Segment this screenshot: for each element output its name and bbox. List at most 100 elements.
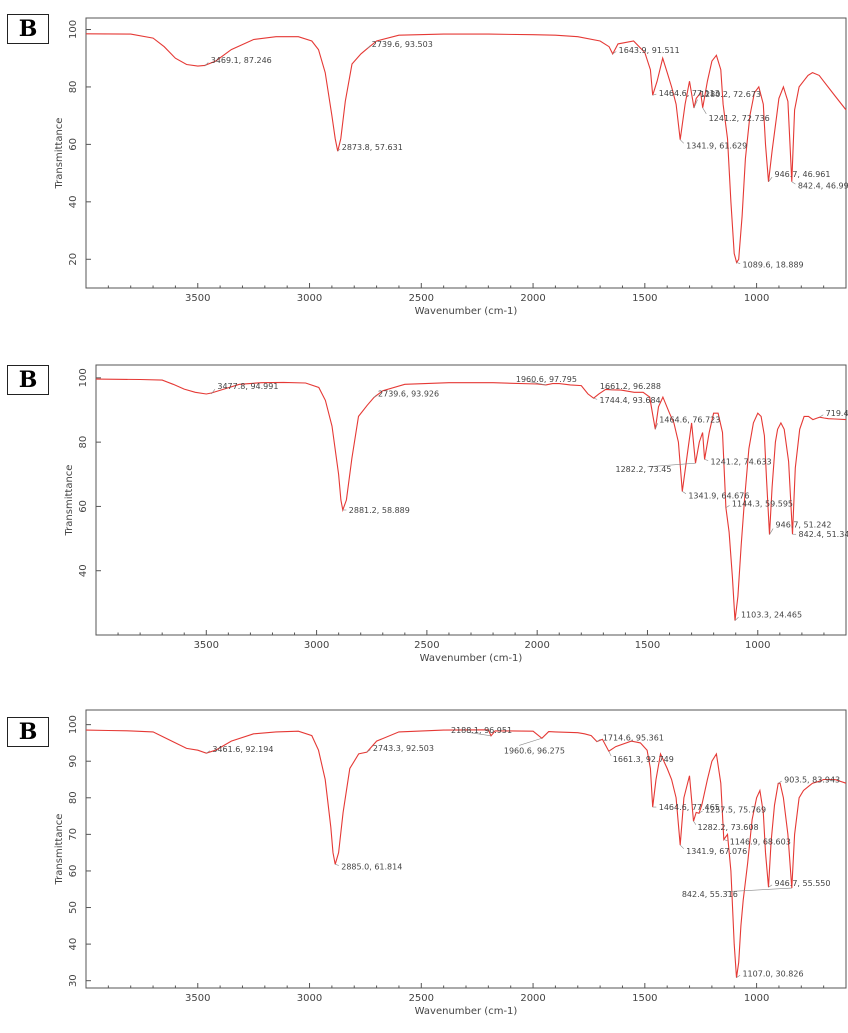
peak-label: 1341.9, 64.676 <box>688 491 749 500</box>
peak-leader-line <box>647 462 696 468</box>
y-tick-label: 40 <box>68 938 79 951</box>
peak-label: 946.7, 46.961 <box>775 170 831 179</box>
peak-label: 1643.9, 91.511 <box>619 46 680 55</box>
peak-leader-line <box>204 62 209 67</box>
x-tick-label: 3000 <box>297 293 322 304</box>
peak-leader-line <box>698 810 703 814</box>
peak-label: 903.5, 83.943 <box>784 775 840 784</box>
peak-label: 842.4, 55.316 <box>682 890 738 899</box>
x-tick-label: 1500 <box>635 640 660 651</box>
x-axis-label: Wavenumber (cm-1) <box>415 1006 518 1017</box>
peak-leader-line <box>604 387 613 391</box>
peak-label: 2873.8, 57.631 <box>342 143 403 152</box>
x-tick-label: 2000 <box>520 993 545 1004</box>
peak-leader-line <box>702 107 707 114</box>
peak-label: 2739.6, 93.503 <box>372 40 433 49</box>
y-tick-label: 40 <box>68 195 79 208</box>
spectrum-line <box>85 33 847 264</box>
peak-leader-line <box>527 381 546 386</box>
peak-label: 3461.6, 92.194 <box>212 745 273 754</box>
peak-label: 1464.6, 76.723 <box>659 415 720 424</box>
peak-leader-line <box>768 884 773 888</box>
x-tick-label: 3500 <box>185 993 210 1004</box>
x-tick-label: 1000 <box>744 993 769 1004</box>
peak-leader-line <box>736 975 741 978</box>
peak-leader-line <box>655 423 658 430</box>
y-tick-label: 80 <box>68 81 79 94</box>
peak-label: 1714.6, 95.361 <box>603 734 664 743</box>
peak-leader-line <box>725 505 730 508</box>
peak-label: 1960.6, 97.795 <box>516 375 577 384</box>
panel-label-badge: B <box>7 717 49 747</box>
peak-label: 2881.2, 58.889 <box>349 506 410 515</box>
x-tick-label: 1000 <box>744 293 769 304</box>
y-axis-label: Transmittance <box>54 118 65 190</box>
peak-label: 1464.6, 77.113 <box>659 89 720 98</box>
y-axis-label: Transmittance <box>64 465 75 537</box>
peak-label: 1241.2, 72.736 <box>709 114 770 123</box>
peak-label: 2188.1, 96.951 <box>451 726 512 735</box>
peak-leader-line <box>206 750 211 754</box>
spectrum-line <box>95 378 847 621</box>
peak-label: 946.7, 55.550 <box>775 879 831 888</box>
peak-label: 3477.8, 94.991 <box>217 382 278 391</box>
plot-frame <box>85 17 847 289</box>
peak-label: 1744.4, 93.684 <box>600 396 661 405</box>
peak-label: 1144.3, 59.595 <box>732 500 793 509</box>
peak-label: 1280.2, 72.673 <box>700 90 761 99</box>
peak-label: 1241.2, 74.633 <box>711 457 772 466</box>
y-tick-label: 70 <box>68 828 79 841</box>
peak-leader-line <box>769 528 774 535</box>
y-axis-label: Transmittance <box>54 814 65 886</box>
peak-leader-line <box>612 51 617 55</box>
peak-leader-line <box>679 844 684 849</box>
peak-leader-line <box>693 821 697 825</box>
spectrum-chart-2: 3500 3000 2500 2000 1500 1000 40 60 80 100 Wavenum… <box>64 364 848 664</box>
spectrum-panel-2: 3500 3000 2500 2000 1500 1000 40 60 80 100 Wavenum… <box>0 340 848 685</box>
peak-label: 1960.6, 96.275 <box>504 746 565 755</box>
peak-label: 2739.6, 93.926 <box>378 389 439 398</box>
peak-leader-line <box>518 737 542 746</box>
x-tick-label: 2000 <box>524 640 549 651</box>
peak-leader-line <box>373 394 377 398</box>
peak-leader-line <box>337 148 341 152</box>
y-tick-label: 60 <box>68 865 79 878</box>
peak-leader-line <box>682 491 687 495</box>
y-tick-label: 60 <box>68 138 79 151</box>
x-axis-label: Wavenumber (cm-1) <box>415 306 518 317</box>
peak-label: 1257.5, 75.769 <box>705 805 766 814</box>
peak-label: 842.4, 46.993 <box>798 182 848 191</box>
y-tick-label: 100 <box>68 715 79 734</box>
x-tick-label: 1500 <box>632 293 657 304</box>
y-tick-label: 20 <box>68 253 79 266</box>
x-tick-label: 3500 <box>185 293 210 304</box>
x-tick-label: 2500 <box>409 293 434 304</box>
peak-label: 2743.3, 92.503 <box>373 744 434 753</box>
peak-leader-line <box>768 176 773 183</box>
x-tick-label: 2000 <box>520 293 545 304</box>
peak-label: 1107.0, 30.826 <box>742 970 803 979</box>
spectrum-panel-1: 3500 3000 2500 2000 1500 1000 20 40 60 80 100 Waven… <box>0 0 848 330</box>
peak-leader-line <box>211 388 216 395</box>
x-axis-label: Wavenumber (cm-1) <box>420 653 523 664</box>
peak-label: 1341.9, 67.076 <box>686 847 747 856</box>
y-tick-label: 80 <box>78 436 89 449</box>
peak-label: 1103.3, 24.465 <box>741 611 802 620</box>
peak-label: 1146.9, 68.603 <box>730 837 791 846</box>
x-tick-label: 2500 <box>409 993 434 1004</box>
peak-label: 1661.3, 92.749 <box>613 755 674 764</box>
peak-label: 719.4, 87.769 <box>826 409 848 418</box>
peak-leader-line <box>693 99 698 109</box>
peak-label: 3469.1, 87.246 <box>211 56 272 65</box>
y-tick-label: 50 <box>68 901 79 914</box>
peak-label: 1282.2, 73.45 <box>616 465 672 474</box>
x-tick-label: 2500 <box>414 640 439 651</box>
peak-label: 1282.2, 73.608 <box>698 823 759 832</box>
peak-leader-line <box>723 839 728 841</box>
x-tick-label: 1500 <box>632 993 657 1004</box>
peak-leader-line <box>466 731 492 737</box>
panel-label-badge: B <box>7 365 49 395</box>
x-tick-label: 3000 <box>297 993 322 1004</box>
peak-leader-line <box>596 738 601 742</box>
peak-leader-line <box>679 139 684 144</box>
